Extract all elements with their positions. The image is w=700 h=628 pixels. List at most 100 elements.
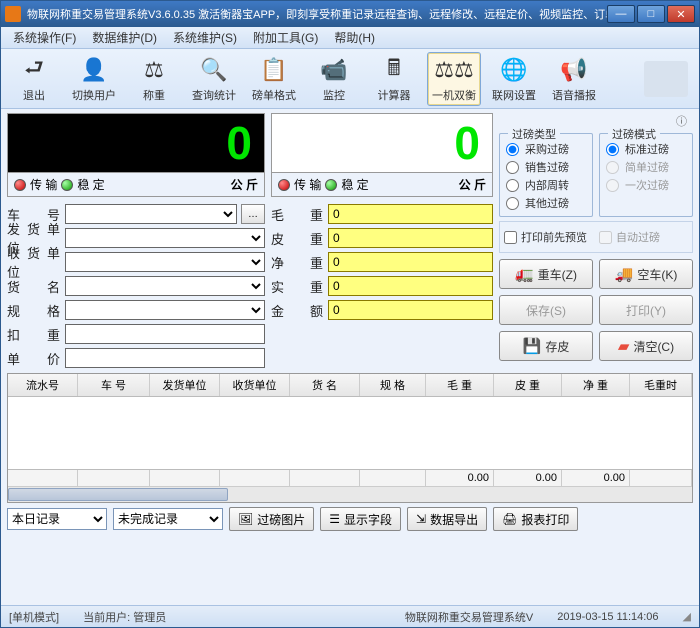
window-buttons: — □ ✕ [607, 5, 695, 23]
tool-query[interactable]: 🔍查询统计 [187, 52, 241, 106]
weigh-type-group: 过磅类型 采购过磅 销售过磅 内部周转 其他过磅 [499, 133, 593, 217]
radio-standard[interactable]: 标准过磅 [606, 140, 686, 158]
tool-switch-user[interactable]: 👤切换用户 [67, 52, 121, 106]
save-button[interactable]: 保存(S) [499, 295, 593, 325]
main-window: 物联网称重交易管理系统V3.6.0.35 激活衡器宝APP，即刻享受称重记录远程… [0, 0, 700, 628]
radio-other[interactable]: 其他过磅 [506, 194, 586, 212]
left-column: 0 传 输 稳 定 公 斤 车 号… 发货单位 收货单位 货 名 规 格 扣 [7, 113, 265, 369]
clear-button[interactable]: ▰清空(C) [599, 331, 693, 361]
th-tare[interactable]: 皮 重 [494, 374, 562, 396]
goods-select[interactable] [65, 276, 265, 296]
maximize-button[interactable]: □ [637, 5, 665, 23]
tool-weigh-label: 称重 [143, 87, 165, 103]
tool-voice[interactable]: 📢语音播报 [547, 52, 601, 106]
content-area: 0 传 输 稳 定 公 斤 车 号… 发货单位 收货单位 货 名 规 格 扣 [1, 109, 699, 605]
ship-unit-select[interactable] [65, 228, 265, 248]
radio-internal[interactable]: 内部周转 [506, 176, 586, 194]
menu-system-op[interactable]: 系统操作(F) [5, 27, 84, 48]
th-car[interactable]: 车 号 [78, 374, 150, 396]
amount-input[interactable] [328, 300, 493, 320]
resize-grip-icon[interactable]: ◢ [683, 610, 691, 623]
right-weight-value: 0 [454, 116, 480, 170]
th-ship[interactable]: 发货单位 [150, 374, 220, 396]
check-preview[interactable]: 打印前先预览 [504, 228, 587, 246]
tool-weigh[interactable]: ⚖称重 [127, 52, 181, 106]
table-header: 流水号 车 号 发货单位 收货单位 货 名 规 格 毛 重 皮 重 净 重 毛重… [8, 374, 692, 397]
export-button[interactable]: ⇲数据导出 [407, 507, 487, 531]
tool-monitor[interactable]: 📹监控 [307, 52, 361, 106]
th-gross2[interactable]: 毛重时 [630, 374, 692, 396]
toolbar: ⮐退出 👤切换用户 ⚖称重 🔍查询统计 📋磅单格式 📹监控 🖩计算器 ⚖⚖一机双… [1, 49, 699, 109]
actual-input[interactable] [328, 276, 493, 296]
th-spec[interactable]: 规 格 [360, 374, 426, 396]
close-button[interactable]: ✕ [667, 5, 695, 23]
right-transfer-led [278, 179, 290, 191]
print-icon: 🖨 [502, 512, 517, 526]
ticket-icon: 📋 [259, 55, 289, 85]
records-table: 流水号 车 号 发货单位 收货单位 货 名 规 格 毛 重 皮 重 净 重 毛重… [7, 373, 693, 503]
tf-tare: 0.00 [494, 470, 562, 486]
th-serial[interactable]: 流水号 [8, 374, 78, 396]
spec-select[interactable] [65, 300, 265, 320]
tool-exit[interactable]: ⮐退出 [7, 52, 61, 106]
price-input[interactable] [65, 348, 265, 368]
car-no-select[interactable] [65, 204, 237, 224]
menu-system-maint[interactable]: 系统维护(S) [165, 27, 245, 48]
horizontal-scrollbar[interactable] [8, 486, 692, 502]
tool-voice-label: 语音播报 [552, 87, 596, 103]
th-net[interactable]: 净 重 [562, 374, 630, 396]
tool-calculator[interactable]: 🖩计算器 [367, 52, 421, 106]
th-gross[interactable]: 毛 重 [426, 374, 494, 396]
show-fields-button[interactable]: ☰显示字段 [320, 507, 401, 531]
today-combo[interactable]: 本日记录 [7, 508, 107, 530]
net-input[interactable] [328, 252, 493, 272]
scrollbar-thumb[interactable] [8, 488, 228, 501]
deduct-label: 扣 重 [7, 325, 61, 344]
report-print-button[interactable]: 🖨报表打印 [493, 507, 578, 531]
radio-purchase[interactable]: 采购过磅 [506, 140, 586, 158]
tool-blank[interactable] [639, 52, 693, 106]
right-column: ⓘ 过磅类型 采购过磅 销售过磅 内部周转 其他过磅 过磅模式 标准过磅 简单过… [499, 113, 693, 369]
eraser-icon: ▰ [618, 337, 630, 355]
price-label: 单 价 [7, 349, 61, 368]
th-goods[interactable]: 货 名 [290, 374, 360, 396]
menu-data-maint[interactable]: 数据维护(D) [84, 27, 165, 48]
tool-dual-scale[interactable]: ⚖⚖一机双衡 [427, 52, 481, 106]
truck-blue-icon: 🚚 [615, 265, 634, 283]
th-recv[interactable]: 收货单位 [220, 374, 290, 396]
left-weight-value: 0 [226, 116, 252, 170]
minimize-button[interactable]: — [607, 5, 635, 23]
tool-net[interactable]: 🌐联网设置 [487, 52, 541, 106]
car-no-browse-button[interactable]: … [241, 204, 265, 224]
tf-gross: 0.00 [426, 470, 494, 486]
tool-ticket[interactable]: 📋磅单格式 [247, 52, 301, 106]
left-stable-led [61, 179, 73, 191]
right-transfer-label: 传 输 [294, 176, 321, 193]
left-unit-label: 公 斤 [231, 176, 258, 193]
recv-unit-select[interactable] [65, 252, 265, 272]
menu-addon-tools[interactable]: 附加工具(G) [245, 27, 326, 48]
gross-input[interactable] [328, 204, 493, 224]
left-status-row: 传 输 稳 定 公 斤 [7, 173, 265, 197]
save-tare-button[interactable]: 💾存皮 [499, 331, 593, 361]
table-footer: 0.00 0.00 0.00 [8, 469, 692, 486]
user-icon: 👤 [79, 55, 109, 85]
truck-red-icon: 🚛 [515, 265, 534, 283]
table-body[interactable] [8, 397, 692, 469]
unfinished-combo[interactable]: 未完成记录 [113, 508, 223, 530]
menu-help[interactable]: 帮助(H) [326, 27, 383, 48]
tare-input[interactable] [328, 228, 493, 248]
tool-calculator-label: 计算器 [378, 87, 411, 103]
view-pic-button[interactable]: 🖼过磅图片 [229, 507, 314, 531]
check-auto: 自动过磅 [599, 228, 660, 246]
status-user: 当前用户: 管理员 [83, 609, 166, 625]
right-unit-label: 公 斤 [459, 176, 486, 193]
deduct-input[interactable] [65, 324, 265, 344]
heavy-button[interactable]: 🚛重车(Z) [499, 259, 593, 289]
empty-button[interactable]: 🚚空车(K) [599, 259, 693, 289]
radio-sales[interactable]: 销售过磅 [506, 158, 586, 176]
radio-simple: 简单过磅 [606, 158, 686, 176]
mid-column: 0 传 输 稳 定 公 斤 毛 重 皮 重 净 重 实 重 金 额 [271, 113, 493, 369]
print-button[interactable]: 打印(Y) [599, 295, 693, 325]
right-weight-display: 0 [271, 113, 493, 173]
